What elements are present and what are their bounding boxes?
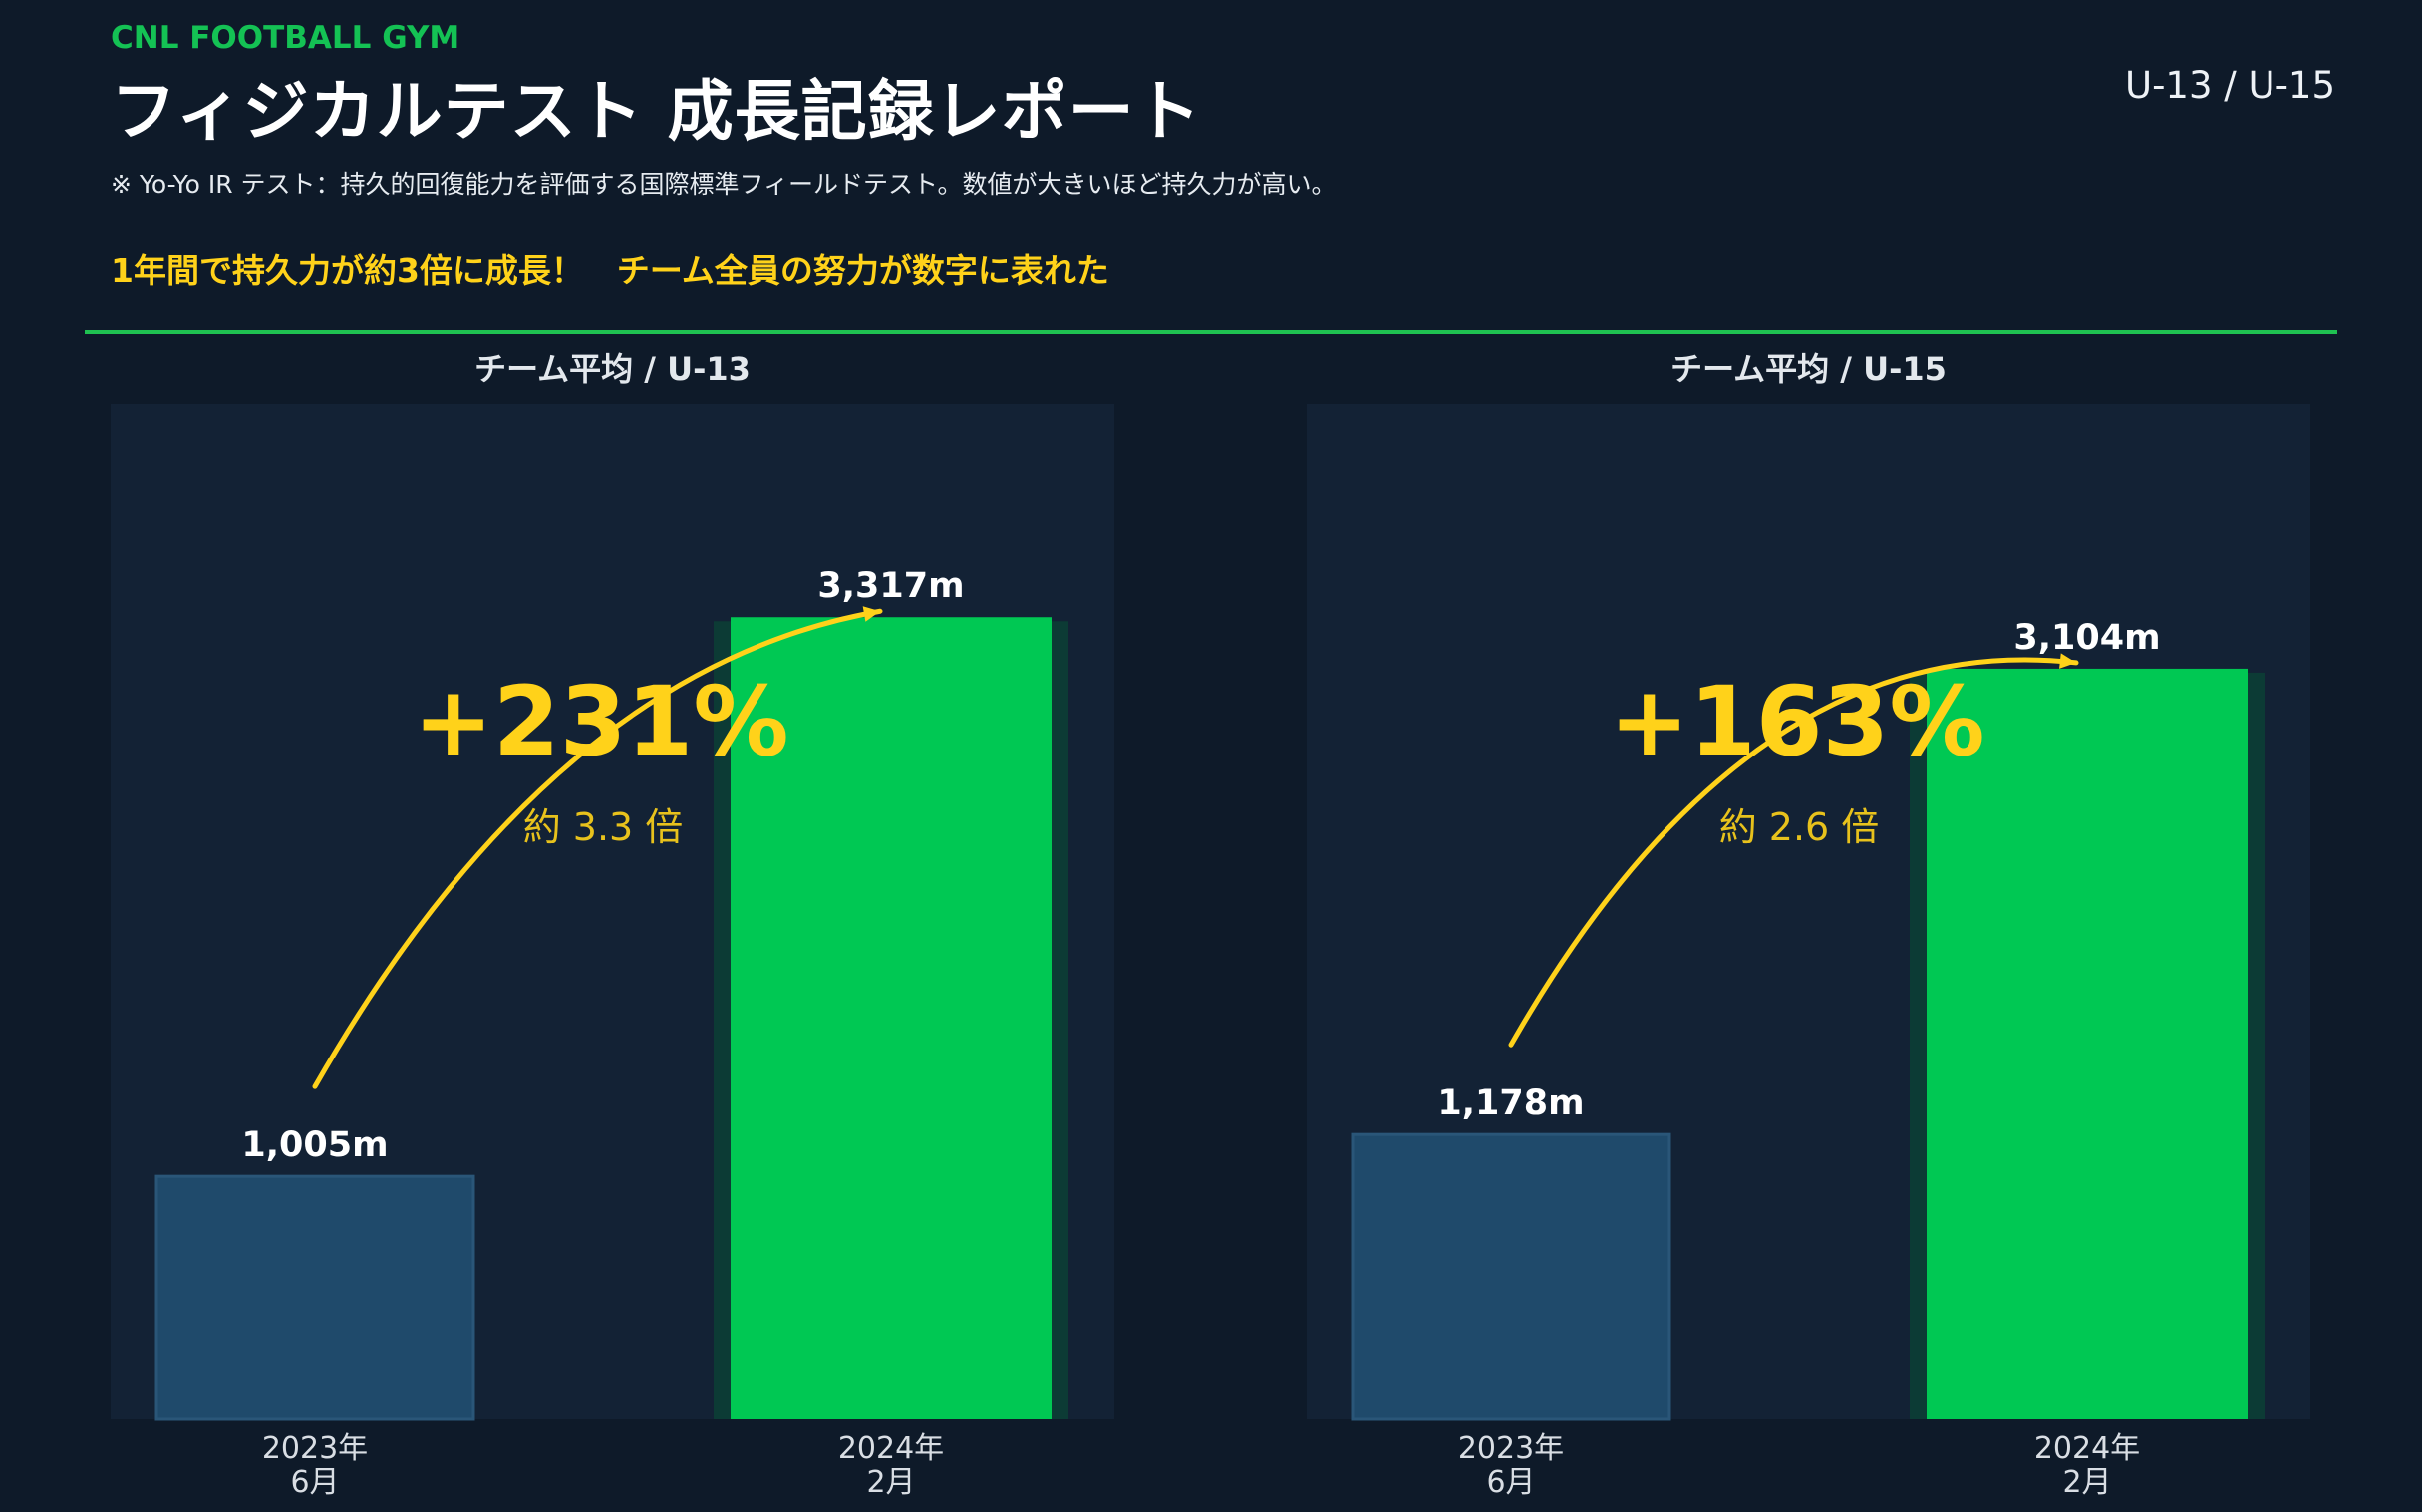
x-tick-u13-1-month: 6月 (290, 1465, 339, 1500)
growth-arrow-head-u15 (2059, 653, 2076, 669)
growth-arrow-u13 (312, 608, 883, 1089)
divider (85, 330, 2337, 334)
x-tick-u15-1-month: 6月 (1486, 1465, 1535, 1500)
value-label-u15-2: 3,104m (2013, 618, 2160, 658)
value-label-u13-1: 1,005m (241, 1125, 388, 1165)
x-tick-u13-2-year: 2024年 (838, 1431, 944, 1466)
bar-u13-2 (731, 617, 1052, 1419)
bar-u15-2 (1927, 668, 2248, 1419)
growth-arrow-u15 (1508, 657, 2079, 1048)
growth-ratio-u15: 約 2.6 倍 (1719, 805, 1880, 849)
growth-ratio-u13: 約 3.3 倍 (523, 805, 684, 849)
brand-name: CNL FOOTBALL GYM (111, 20, 460, 56)
x-tick-u15-1-year: 2023年 (1458, 1431, 1564, 1466)
headline: 1年間で持久力が約3倍に成長！ チーム全員の努力が数字に表れた (111, 251, 1109, 290)
x-tick-u13-1-year: 2023年 (262, 1431, 368, 1466)
value-label-u15-1: 1,178m (1437, 1083, 1584, 1123)
bar-u13-1 (154, 1174, 475, 1421)
growth-arrow-head-u13 (862, 606, 880, 622)
x-tick-u13-2-month: 2月 (866, 1465, 915, 1500)
page-title: フィジカルテスト 成長記録レポート (111, 73, 1202, 150)
value-label-u13-2: 3,317m (817, 566, 964, 606)
chart-title-u15: チーム平均 / U-15 (1670, 350, 1947, 388)
x-tick-u15-2-year: 2024年 (2034, 1431, 2140, 1466)
chart-title-u13: チーム平均 / U-13 (474, 350, 751, 388)
bar-u15-1 (1351, 1132, 1671, 1421)
age-group-label: U-13 / U-15 (2124, 64, 2335, 107)
growth-percent-u13: +231% (413, 666, 788, 777)
x-tick-u15-2-month: 2月 (2062, 1465, 2111, 1500)
growth-percent-u15: +163% (1609, 666, 1984, 777)
test-note: ※ Yo-Yo IR テスト：持久的回復能力を評価する国際標準フィールドテスト。… (111, 170, 1337, 199)
